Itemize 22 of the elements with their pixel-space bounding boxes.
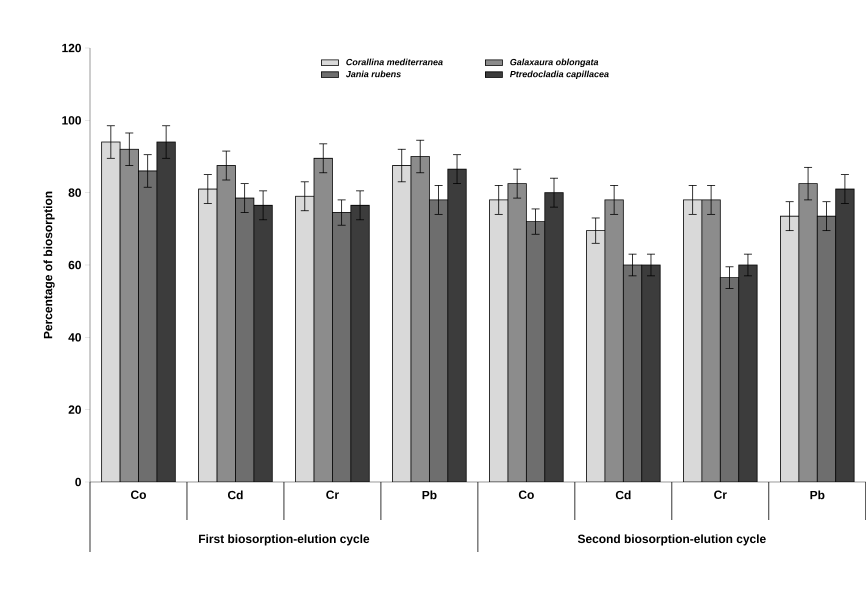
text: Second biosorption-elution cycle <box>578 534 766 546</box>
y-tick-label: 20 <box>68 405 81 414</box>
legend-label: Jania rubens <box>346 70 401 78</box>
y-tick-label: 80 <box>68 188 81 197</box>
x-tick-label: Co <box>131 490 146 499</box>
legend-label: Galaxaura oblongata <box>510 58 598 68</box>
y-tick-label: 0 <box>75 478 81 486</box>
x-tick-label: Cd <box>228 490 243 500</box>
y-tick-label: 40 <box>68 333 81 342</box>
x-tick-label: Co <box>518 490 534 499</box>
y-tick-label: 60 <box>68 260 81 270</box>
x-tick-label: Cr <box>714 490 727 499</box>
legend-label: Ptredocladia capillacea <box>510 70 609 80</box>
x-tick-label: Cr <box>326 490 339 499</box>
y-tick-label: 100 <box>62 116 81 125</box>
text: First biosorption-elution cycle <box>199 534 370 546</box>
y-tick-label: 120 <box>62 44 81 52</box>
y-axis-title: Percentage of biosorption <box>44 192 55 338</box>
x-tick-label: Pb <box>810 490 824 500</box>
x-tick-label: Cd <box>616 490 631 500</box>
x-tick-label: Pb <box>422 490 437 500</box>
legend-label: Corallina mediterranea <box>346 58 443 66</box>
